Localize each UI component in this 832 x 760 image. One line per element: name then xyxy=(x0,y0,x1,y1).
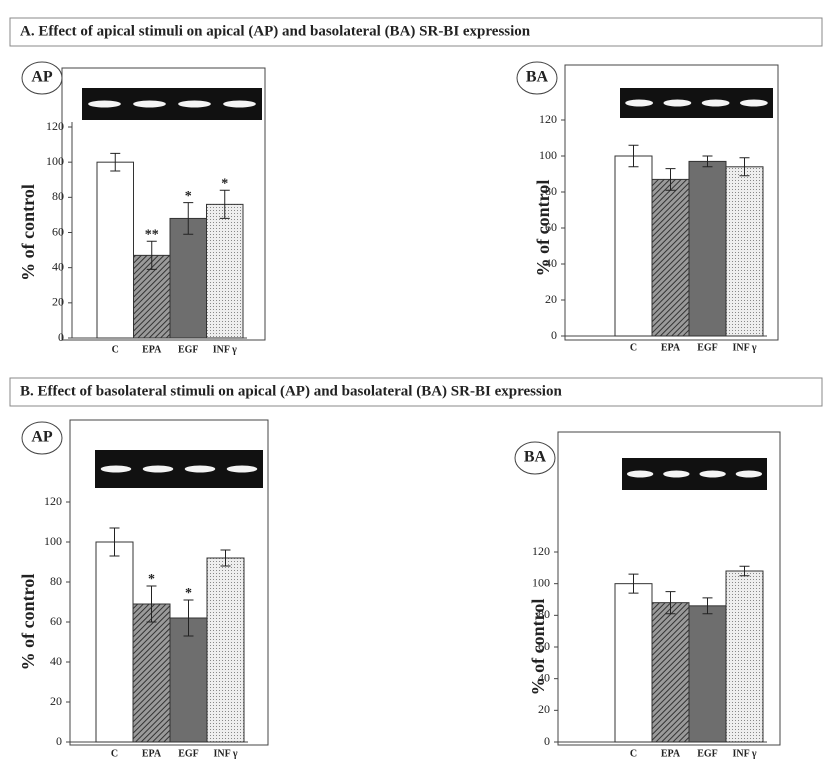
y-tick-label: 100 xyxy=(539,148,557,162)
significance-mark: ** xyxy=(145,228,159,243)
panel-label: AP xyxy=(31,69,53,86)
y-tick-label: 120 xyxy=(539,112,557,126)
gel-band xyxy=(627,471,653,478)
gel-band xyxy=(663,471,689,478)
y-tick-label: 80 xyxy=(538,607,550,621)
x-tick-label: C xyxy=(112,344,119,355)
y-tick-label: 40 xyxy=(50,654,62,668)
bar xyxy=(170,618,207,742)
x-tick-label: INF γ xyxy=(732,342,756,353)
x-tick-label: EGF xyxy=(178,344,199,355)
y-tick-label: 0 xyxy=(58,330,64,344)
gel-band xyxy=(178,101,211,108)
y-tick-label: 100 xyxy=(44,534,62,548)
bar xyxy=(689,606,726,742)
y-axis-label: % of control xyxy=(18,184,38,281)
significance-mark: * xyxy=(185,586,192,601)
x-tick-label: EPA xyxy=(142,344,162,355)
gel-band xyxy=(625,100,653,107)
bar xyxy=(689,161,726,336)
x-tick-label: EGF xyxy=(178,748,199,759)
y-tick-label: 0 xyxy=(551,328,557,342)
y-axis-label: % of control xyxy=(18,574,38,671)
y-tick-label: 60 xyxy=(545,220,557,234)
gel-band xyxy=(223,101,256,108)
y-tick-label: 80 xyxy=(50,574,62,588)
bar xyxy=(652,179,689,336)
y-tick-label: 20 xyxy=(545,292,557,306)
y-tick-label: 80 xyxy=(52,189,64,203)
gel-band xyxy=(699,471,725,478)
bar xyxy=(207,204,244,338)
bar xyxy=(615,156,652,336)
significance-mark: * xyxy=(185,189,192,204)
gel-band xyxy=(143,466,174,473)
x-tick-label: EGF xyxy=(697,342,718,353)
panel-label: AP xyxy=(31,429,53,446)
y-tick-label: 40 xyxy=(545,256,557,270)
y-tick-label: 20 xyxy=(50,694,62,708)
y-tick-label: 40 xyxy=(538,670,550,684)
y-tick-label: 0 xyxy=(544,734,550,748)
y-tick-label: 80 xyxy=(545,184,557,198)
bar xyxy=(726,571,763,742)
x-tick-label: EPA xyxy=(142,748,162,759)
x-tick-label: C xyxy=(630,342,637,353)
significance-mark: * xyxy=(148,572,155,587)
y-tick-label: 100 xyxy=(46,154,64,168)
gel-band xyxy=(736,471,762,478)
y-tick-label: 20 xyxy=(52,295,64,309)
x-tick-label: EGF xyxy=(697,748,718,759)
bar xyxy=(170,218,207,338)
gel-band xyxy=(133,101,166,108)
y-tick-label: 60 xyxy=(50,614,62,628)
section-title: B. Effect of basolateral stimuli on apic… xyxy=(20,383,562,399)
x-tick-label: EPA xyxy=(661,748,681,759)
bar xyxy=(726,167,763,336)
bar xyxy=(615,584,652,742)
y-tick-label: 40 xyxy=(52,259,64,273)
gel-band xyxy=(663,100,691,107)
x-tick-label: INF γ xyxy=(213,748,237,759)
gel-band xyxy=(227,466,258,473)
y-tick-label: 0 xyxy=(56,734,62,748)
y-tick-label: 60 xyxy=(538,639,550,653)
bar xyxy=(652,603,689,742)
y-tick-label: 60 xyxy=(52,224,64,238)
y-tick-label: 120 xyxy=(44,494,62,508)
x-tick-label: C xyxy=(630,748,637,759)
y-tick-label: 120 xyxy=(46,119,64,133)
gel-band xyxy=(101,466,132,473)
significance-mark: * xyxy=(221,177,228,192)
gel-band xyxy=(702,100,730,107)
x-tick-label: EPA xyxy=(661,342,681,353)
panel-label: BA xyxy=(524,449,547,466)
bar xyxy=(97,162,134,338)
x-tick-label: C xyxy=(111,748,118,759)
x-tick-label: INF γ xyxy=(732,748,756,759)
y-tick-label: 100 xyxy=(532,575,550,589)
section-title: A. Effect of apical stimuli on apical (A… xyxy=(20,23,531,39)
x-tick-label: INF γ xyxy=(213,344,237,355)
y-tick-label: 20 xyxy=(538,702,550,716)
gel-band xyxy=(88,101,121,108)
gel-band xyxy=(185,466,216,473)
panel-label: BA xyxy=(526,69,549,86)
gel-band xyxy=(740,100,768,107)
bar xyxy=(96,542,133,742)
bar xyxy=(207,558,244,742)
y-tick-label: 120 xyxy=(532,544,550,558)
figure: A. Effect of apical stimuli on apical (A… xyxy=(0,0,832,760)
bar xyxy=(133,604,170,742)
